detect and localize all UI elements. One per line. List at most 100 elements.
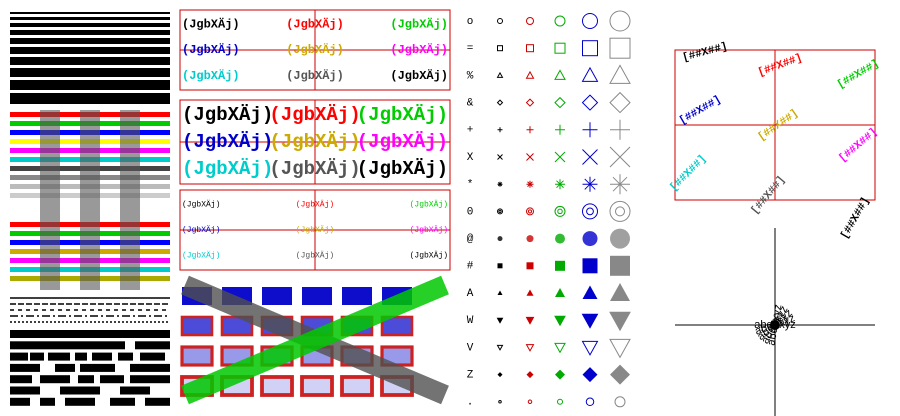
line-width-panel (10, 12, 170, 104)
sample-text: (JgbXÄj) (410, 226, 448, 235)
line-width-bar (10, 17, 170, 20)
rotated-label: [##X##] (837, 126, 880, 165)
marker-circle (497, 18, 503, 24)
marker-triangle-down (554, 342, 566, 354)
rotated-label: [##X##] (749, 174, 788, 217)
sample-text: (JgbXÄj) (182, 226, 220, 235)
pattern-block (145, 397, 170, 406)
marker-star (497, 181, 503, 187)
marker-diamond (581, 94, 599, 111)
marker-diamond (609, 91, 631, 114)
translucent-column (120, 110, 140, 290)
marker-x (497, 154, 503, 160)
marker-filled-triangle (582, 285, 598, 299)
marker-plus (555, 124, 565, 135)
text-panel-small: (JgbXÄj) (JgbXÄj) (JgbXÄj) (JgbXÄj) (JgbXÄj)… (179, 189, 451, 271)
pattern-block (10, 386, 40, 395)
marker-x (554, 151, 566, 163)
marker-triangle-down (609, 338, 631, 359)
marker-filled-square (526, 262, 534, 270)
sample-text: (JgbXÄj) (296, 226, 334, 235)
marker-symbol-label: & (467, 98, 474, 110)
filled-rect (302, 287, 332, 305)
marker-filled-triangle (497, 290, 503, 295)
marker-small-circle (557, 398, 563, 405)
marker-plus (610, 119, 630, 140)
filled-rect (342, 287, 372, 305)
marker-filled-diamond (526, 371, 534, 379)
marker-filled-diamond (497, 372, 503, 378)
rotated-label: [##X##] (839, 195, 873, 241)
line-width-bar (10, 38, 170, 44)
pattern-block (10, 330, 170, 338)
sample-text: (JgbXÄj) (182, 252, 220, 261)
marker-dot (526, 235, 534, 243)
sample-text: (JgbXÄj) (296, 252, 334, 261)
sample-text: (JgbXÄj) (286, 17, 344, 32)
green-diagonal-line (181, 275, 449, 405)
marker-filled-triangle (555, 288, 565, 297)
marker-symbol-label: V (467, 342, 474, 354)
marker-triangle-down (525, 344, 535, 352)
marker-triangle (581, 66, 599, 82)
marker-small-circle (527, 399, 533, 405)
filled-rect (300, 375, 334, 397)
pattern-block (140, 352, 165, 361)
marker-symbol-label: W (467, 315, 474, 327)
origin-point (770, 320, 780, 330)
marker-circle (609, 10, 631, 32)
sample-text: (JgbXÄj) (286, 68, 344, 83)
marker-filled-diamond (555, 369, 565, 380)
sample-text: (JgbXÄj) (410, 201, 448, 210)
sample-text: (JgbXÄj) (269, 158, 360, 180)
marker-ring-inner (498, 209, 502, 214)
marker-filled-triangle (526, 289, 534, 296)
marker-small-circle (498, 400, 502, 404)
translucent-column (40, 110, 60, 290)
marker-filled-diamond (582, 367, 598, 383)
line-width-bar (10, 57, 170, 65)
pattern-block (10, 341, 45, 350)
translucent-column (80, 110, 100, 290)
rotated-label: [##X##] (677, 94, 723, 128)
sample-text: (JgbXÄj) (357, 131, 448, 153)
filled-rect (180, 345, 214, 367)
marker-symbol-label: + (467, 125, 474, 137)
marker-dot (582, 231, 598, 247)
marker-star (526, 180, 534, 188)
pattern-block (130, 363, 170, 372)
pattern-block (10, 352, 28, 361)
pattern-block (10, 397, 30, 406)
marker-symbol-label: @ (467, 234, 474, 246)
marker-filled-square (555, 260, 565, 271)
sample-text: (JgbXÄj) (390, 42, 448, 57)
marker-small-circle (614, 396, 626, 408)
pattern-block (10, 363, 40, 372)
marker-square (609, 37, 631, 59)
sample-text: (JgbXÄj) (182, 131, 273, 153)
marker-star (610, 174, 630, 195)
sample-text: (JgbXÄj) (182, 42, 240, 57)
sample-text: (JgbXÄj) (269, 104, 360, 126)
marker-ring-inner (615, 206, 625, 217)
marker-triangle-down (496, 344, 504, 351)
line-width-bar (10, 12, 170, 14)
sample-text: (JgbXÄj) (269, 131, 360, 153)
marker-plus (497, 127, 503, 133)
marker-star (555, 179, 565, 190)
filled-rect (340, 375, 374, 397)
marker-x (526, 153, 534, 161)
marker-filled-diamond (610, 364, 630, 385)
marker-filled-triangle-down (581, 313, 599, 329)
sample-text: (JgbXÄj) (286, 42, 344, 57)
filled-rect (380, 315, 414, 337)
origin-text-panel: abcXxyzabcXxyzabcXxyzabcXxyzabcXxyz (675, 228, 875, 416)
marker-symbol-label: = (467, 43, 474, 55)
marker-ring-inner (557, 208, 563, 215)
rotated-label: [##X##] (681, 41, 729, 65)
fill-rect-panel (180, 275, 449, 405)
marker-ring (497, 208, 503, 215)
sample-text: (JgbXÄj) (296, 201, 334, 210)
line-width-bar (10, 47, 170, 54)
